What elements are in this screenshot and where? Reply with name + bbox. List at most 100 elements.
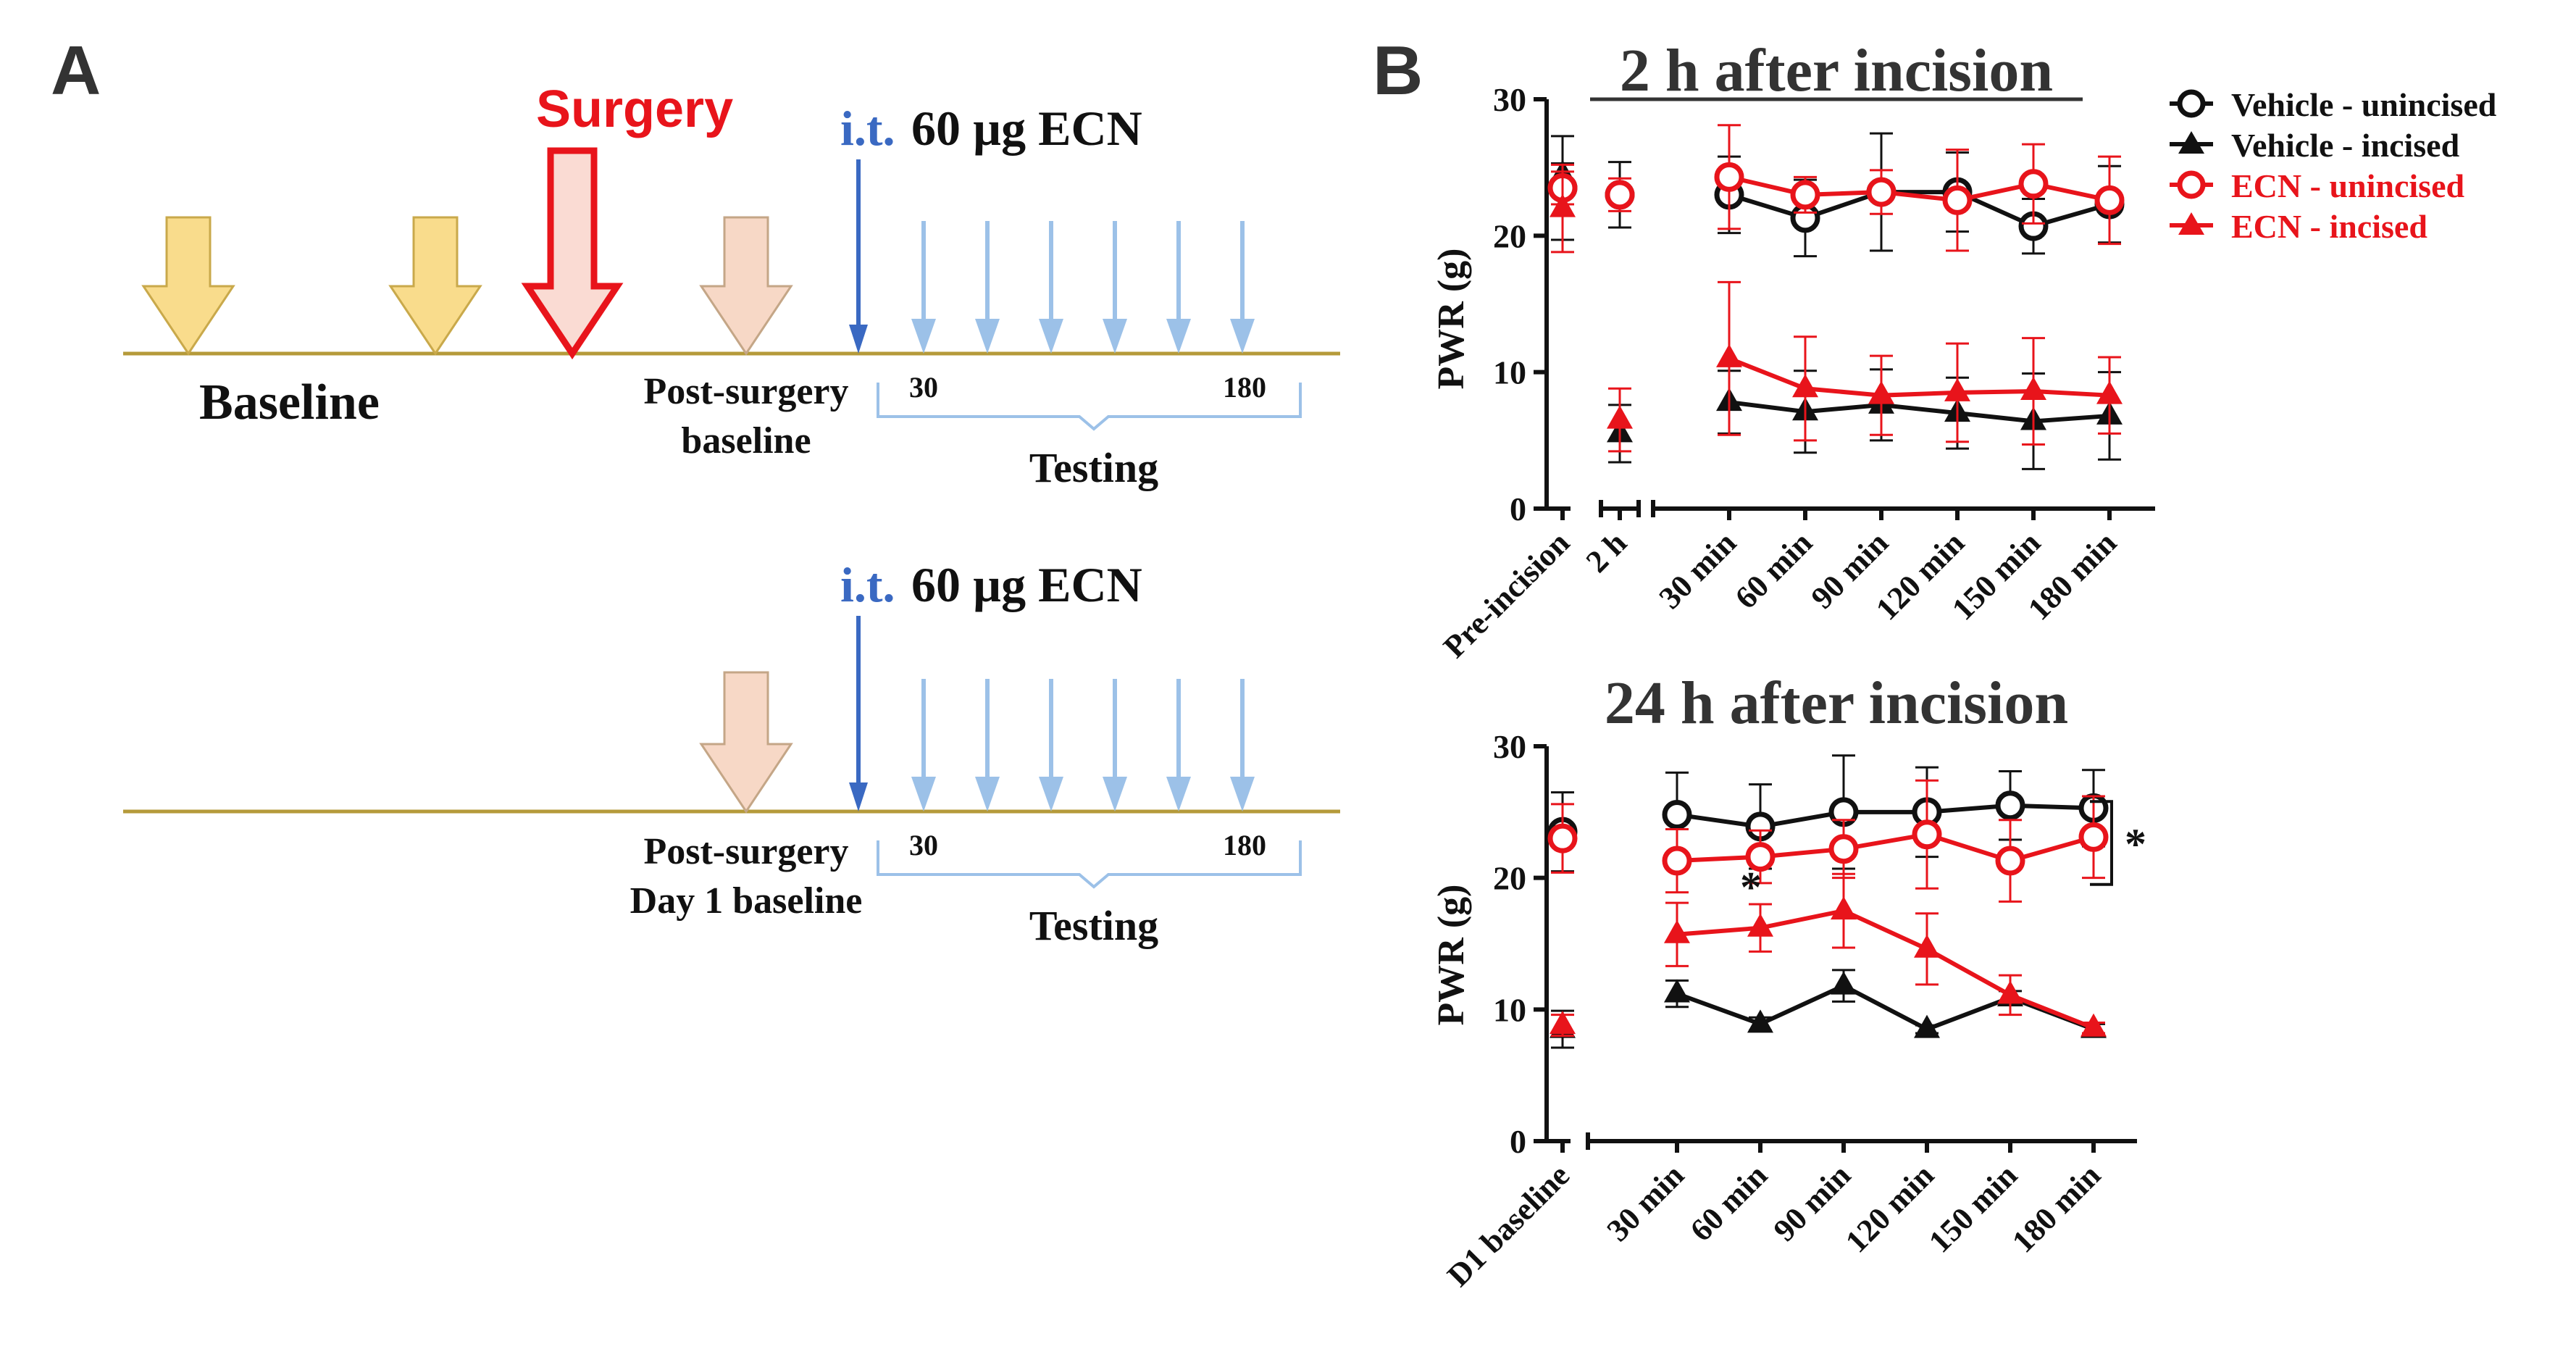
data-point bbox=[1792, 374, 1818, 398]
x-tick-label: D1 baseline bbox=[1440, 1157, 1576, 1293]
y-tick-label: 0 bbox=[1510, 1123, 1526, 1160]
panel-a-label: A bbox=[51, 32, 101, 109]
series-line bbox=[1676, 832, 2094, 864]
triangle-marker-icon bbox=[2178, 131, 2204, 154]
bottom-timeline: i.t. 60 µg ECN Post-surgery Day 1 baseli… bbox=[123, 557, 1340, 949]
data-point bbox=[1831, 971, 1857, 995]
tick-label-180: 180 bbox=[1223, 371, 1266, 404]
legend-label: ECN - unincised bbox=[2231, 167, 2464, 204]
data-point bbox=[1912, 819, 1942, 850]
test-arrow-icon bbox=[1166, 679, 1191, 811]
x-tick-label: 60 min bbox=[1728, 525, 1819, 615]
post-surgery-label-2: Day 1 baseline bbox=[630, 880, 863, 922]
y-axis-label: PWR (g) bbox=[1431, 249, 1472, 390]
top-timeline: Surgery i.t. 60 µg ECN Baseline Post-sur… bbox=[123, 80, 1340, 491]
test-arrow-icon bbox=[1103, 221, 1127, 354]
series-line bbox=[1676, 803, 2094, 829]
y-tick-label: 30 bbox=[1493, 728, 1526, 765]
triangle-marker-icon bbox=[2178, 212, 2204, 235]
testing-bracket bbox=[877, 383, 1302, 431]
axes bbox=[1534, 744, 2137, 1153]
data-point bbox=[1831, 896, 1857, 920]
data-point bbox=[1747, 913, 1773, 937]
y-tick-label: 0 bbox=[1510, 491, 1526, 527]
data-point bbox=[1997, 980, 2023, 1004]
y-tick-label: 10 bbox=[1493, 991, 1526, 1028]
surgery-label: Surgery bbox=[536, 80, 733, 138]
data-point bbox=[2096, 380, 2123, 404]
series-line bbox=[1728, 356, 2110, 398]
test-arrow-icon bbox=[1039, 679, 1063, 811]
data-point bbox=[1664, 979, 1690, 1003]
it-label: i.t. bbox=[840, 101, 895, 156]
data-point bbox=[2018, 169, 2049, 199]
data-point bbox=[1944, 377, 1970, 401]
post-surgery-label-2: baseline bbox=[681, 420, 811, 462]
significance-bracket bbox=[2090, 800, 2113, 886]
tick-label-30: 30 bbox=[909, 371, 938, 404]
baseline-label: Baseline bbox=[199, 375, 380, 430]
data-point bbox=[1607, 405, 1633, 429]
data-point bbox=[1662, 799, 1692, 830]
data-point bbox=[1662, 846, 1692, 876]
test-arrow-icon bbox=[1230, 221, 1255, 354]
circle-marker-icon bbox=[2177, 170, 2206, 199]
x-tick-label: 30 min bbox=[1652, 525, 1743, 615]
series-layer bbox=[1547, 124, 2125, 470]
series-line bbox=[1676, 908, 2095, 1030]
series-ecn-incised bbox=[1550, 872, 2107, 1038]
series-line bbox=[1728, 175, 2110, 203]
test-arrow-icon bbox=[911, 221, 936, 354]
y-tick-label: 20 bbox=[1493, 860, 1526, 897]
data-point bbox=[2081, 1013, 2107, 1037]
test-arrow-icon bbox=[975, 221, 1000, 354]
x-tick-label: 150 min bbox=[1922, 1157, 2024, 1259]
series-ecn-incised bbox=[1550, 163, 2123, 453]
panel-a: A Surgery i.t. 60 µg ECN Base bbox=[51, 32, 1340, 949]
test-arrow-icon bbox=[975, 679, 1000, 811]
legend-item-ecn-incised: ECN - incised bbox=[2170, 208, 2427, 245]
series-line bbox=[1728, 400, 2110, 424]
dose-label: 60 µg ECN bbox=[911, 101, 1142, 156]
post-surgery-label-1: Post-surgery bbox=[643, 371, 848, 412]
data-point bbox=[1995, 846, 2025, 876]
y-tick-label: 30 bbox=[1493, 81, 1526, 118]
data-point bbox=[2078, 822, 2109, 852]
baseline-arrow-1 bbox=[141, 216, 235, 356]
data-point bbox=[2020, 377, 2046, 401]
axes bbox=[1534, 97, 2155, 520]
it-arrow-icon bbox=[849, 325, 868, 354]
y-tick-label: 10 bbox=[1493, 354, 1526, 391]
legend-item-vehicle-unincised: Vehicle - unincised bbox=[2170, 86, 2497, 123]
data-point bbox=[1914, 1014, 1940, 1038]
tick-label-180: 180 bbox=[1223, 829, 1266, 861]
surgery-arrow bbox=[521, 147, 624, 360]
testing-bracket bbox=[877, 840, 1302, 889]
data-point bbox=[1747, 1009, 1773, 1033]
series-vehicle-incised bbox=[1550, 969, 2107, 1049]
significance-star: * bbox=[2125, 820, 2146, 868]
data-point bbox=[1716, 343, 1742, 367]
post-surgery-arrow bbox=[699, 216, 793, 356]
data-point bbox=[1714, 162, 1744, 192]
chart-2h: 2 h after incision PWR (g) Pre-incision 2… bbox=[1431, 37, 2155, 665]
test-arrow-icon bbox=[1230, 679, 1255, 811]
x-tick-label: 2 h bbox=[1579, 525, 1634, 579]
data-point bbox=[1942, 185, 1973, 215]
annotations: ** bbox=[1740, 800, 2146, 911]
post-surgery-arrow bbox=[699, 671, 793, 814]
testing-label: Testing bbox=[1029, 444, 1158, 491]
chart-title: 24 h after incision bbox=[1605, 669, 2068, 737]
x-tick-label: Pre-incision bbox=[1437, 525, 1576, 664]
testing-label: Testing bbox=[1029, 902, 1158, 949]
series-ecn-unincised bbox=[1547, 779, 2109, 903]
y-axis-label: PWR (g) bbox=[1431, 885, 1472, 1026]
data-point bbox=[1605, 180, 1635, 210]
dose-label: 60 µg ECN bbox=[911, 557, 1142, 612]
testing-arrows bbox=[911, 679, 1255, 811]
chart-24h: 24 h after incision PWR (g) D1 baseline 3… bbox=[1431, 669, 2146, 1293]
testing-arrows bbox=[911, 221, 1255, 354]
tick-label-30: 30 bbox=[909, 829, 938, 861]
